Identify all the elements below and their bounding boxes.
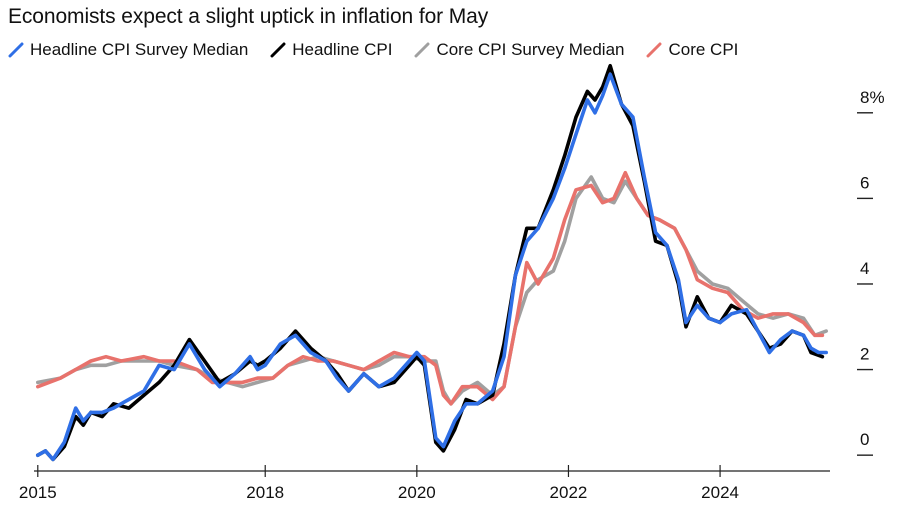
y-tick-label: 2	[860, 345, 869, 364]
legend-swatch-icon	[270, 42, 286, 58]
x-tick-label: 2022	[550, 483, 588, 502]
legend-item-core-cpi: Core CPI	[646, 40, 738, 60]
series-line-headline-cpi-survey-median	[36, 72, 828, 462]
x-tick-label: 2024	[701, 483, 739, 502]
legend-label: Core CPI Survey Median	[436, 40, 625, 59]
legend-item-core-cpi-survey-median: Core CPI Survey Median	[414, 40, 624, 60]
y-tick-label: 4	[860, 259, 869, 278]
chart-title: Economists expect a slight uptick in inf…	[8, 5, 489, 28]
legend: Headline CPI Survey Median Headline CPI …	[8, 40, 738, 60]
y-tick-label: 6	[860, 173, 869, 192]
legend-item-headline-cpi-survey-median: Headline CPI Survey Median	[8, 40, 248, 60]
x-tick-label: 2015	[19, 483, 57, 502]
series-line-headline-cpi	[36, 63, 825, 462]
legend-label: Headline CPI Survey Median	[30, 40, 249, 59]
x-tick-label: 2020	[398, 483, 436, 502]
y-tick-label: 0	[860, 430, 869, 449]
series-line-core-cpi	[36, 170, 825, 406]
y-tick-label: 8%	[860, 88, 885, 107]
x-tick-label: 2018	[246, 483, 284, 502]
legend-label: Headline CPI	[292, 40, 393, 59]
legend-swatch-icon	[8, 42, 24, 58]
legend-label: Core CPI	[668, 40, 739, 59]
legend-swatch-icon	[414, 42, 430, 58]
legend-swatch-icon	[646, 42, 662, 58]
legend-item-headline-cpi: Headline CPI	[270, 40, 392, 60]
